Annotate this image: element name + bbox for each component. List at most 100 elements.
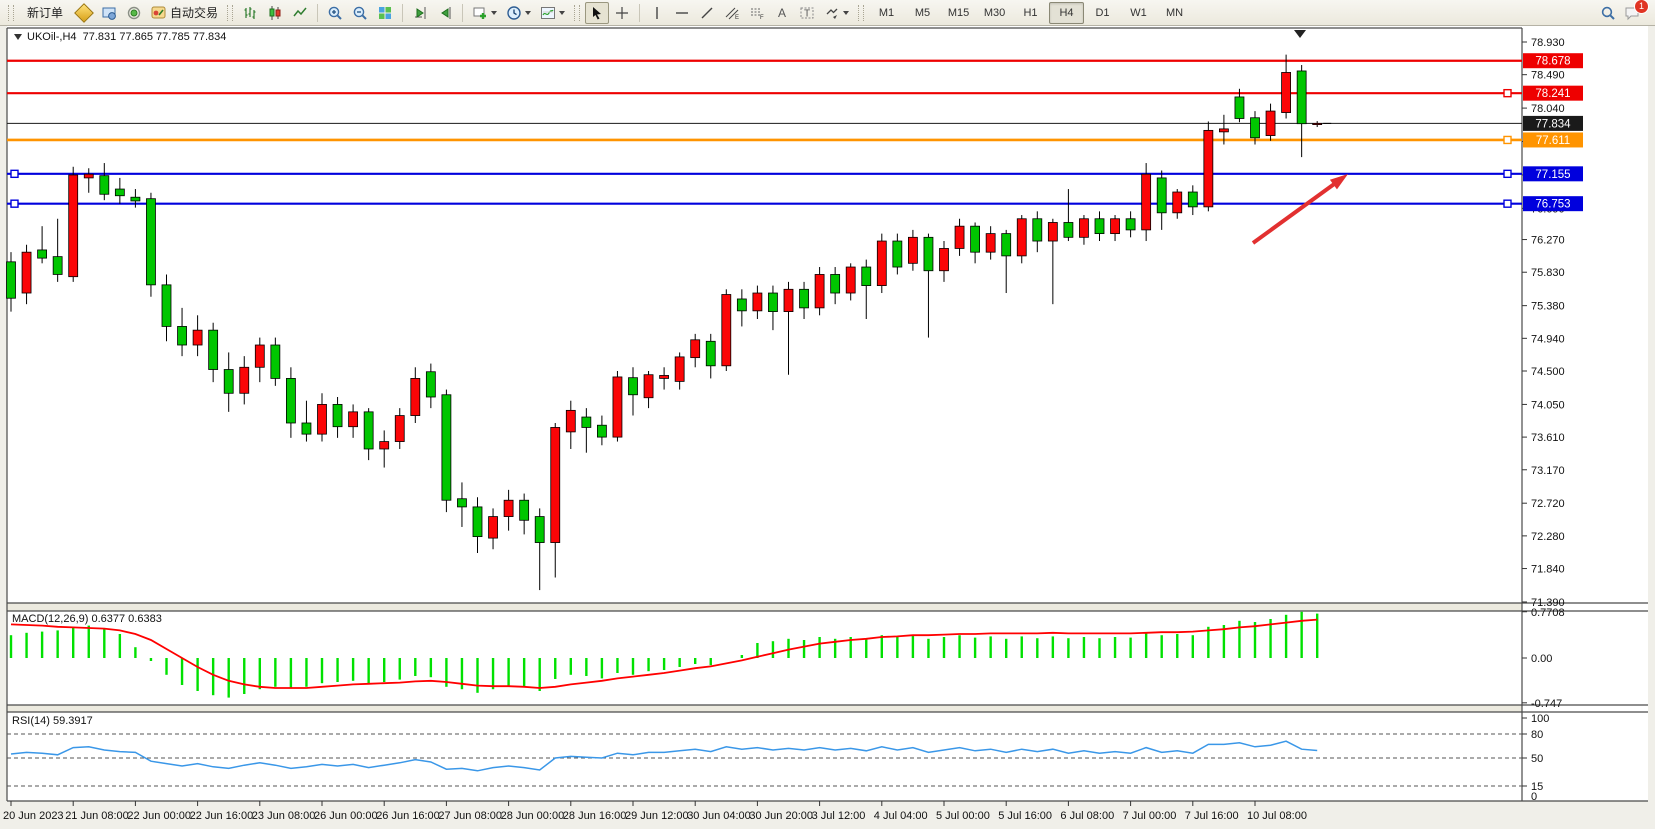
clock-icon (507, 5, 521, 20)
toolbar-separator (402, 3, 404, 22)
chart-canvas[interactable]: 78.93078.49078.04077.59077.14076.69076.2… (0, 26, 1655, 829)
timeframe-button-m1[interactable]: M1 (869, 2, 904, 24)
signals-button[interactable] (122, 2, 146, 24)
svg-text:100: 100 (1531, 713, 1549, 725)
horizontal-line-tool-button[interactable] (670, 2, 694, 24)
timeframe-label: MN (1165, 6, 1184, 19)
chart-symbol-period: UKOil-,H4 (27, 31, 77, 43)
svg-text:28 Jun 16:00: 28 Jun 16:00 (563, 810, 627, 822)
toolbar-grip[interactable] (574, 4, 581, 21)
zoom-in-button[interactable] (323, 2, 347, 24)
text-tool-button[interactable]: A (770, 2, 794, 24)
svg-text:73.610: 73.610 (1531, 432, 1565, 444)
channel-tool-button[interactable]: E (720, 2, 744, 24)
svg-text:T: T (804, 8, 810, 19)
toolbar-grip[interactable] (227, 4, 234, 21)
search-button[interactable] (1596, 2, 1620, 24)
text-label-tool-button[interactable]: T (795, 2, 819, 24)
timeframe-button-m30[interactable]: M30 (977, 2, 1012, 24)
svg-text:76.270: 76.270 (1531, 235, 1565, 247)
auto-scroll-icon (415, 6, 426, 19)
arrows-tool-button[interactable] (820, 2, 853, 24)
zoom-out-button[interactable] (348, 2, 372, 24)
new-order-button[interactable]: 新订单 (19, 2, 71, 24)
svg-text:74.500: 74.500 (1531, 366, 1565, 378)
timeframe-button-mn[interactable]: MN (1157, 2, 1192, 24)
toolbar-separator (462, 3, 464, 22)
fibonacci-tool-button[interactable]: F (745, 2, 769, 24)
svg-text:28 Jun 00:00: 28 Jun 00:00 (501, 810, 565, 822)
market-watch-button[interactable] (72, 2, 96, 24)
toolbar-grip[interactable] (8, 4, 14, 21)
text-icon: A (778, 6, 786, 20)
svg-text:78.930: 78.930 (1531, 37, 1565, 49)
fibonacci-icon: F (751, 8, 764, 21)
line-chart-button[interactable] (288, 2, 312, 24)
auto-scroll-button[interactable] (408, 2, 432, 24)
svg-text:71.390: 71.390 (1531, 597, 1565, 609)
tile-windows-button[interactable] (373, 2, 397, 24)
chart-shift-icon (441, 6, 451, 19)
main-toolbar: 新订单 自动交易 (0, 0, 1655, 26)
svg-text:23 Jun 08:00: 23 Jun 08:00 (252, 810, 316, 822)
svg-text:-0.747: -0.747 (1531, 698, 1562, 710)
periods-button[interactable] (502, 2, 535, 24)
svg-text:5 Jul 00:00: 5 Jul 00:00 (936, 810, 990, 822)
svg-text:3 Jul 12:00: 3 Jul 12:00 (812, 810, 866, 822)
chart-shift-button[interactable] (433, 2, 457, 24)
toolbar-grip[interactable] (858, 4, 865, 21)
zoom-out-icon (353, 6, 367, 20)
svg-text:75.830: 75.830 (1531, 267, 1565, 279)
svg-text:26 Jun 00:00: 26 Jun 00:00 (314, 810, 378, 822)
new-chart-button[interactable] (468, 2, 501, 24)
search-icon (1601, 6, 1615, 20)
trendline-tool-button[interactable] (695, 2, 719, 24)
notifications-button[interactable]: 1 (1620, 0, 1649, 24)
cursor-tool-button[interactable] (585, 1, 610, 24)
timeframe-button-h1[interactable]: H1 (1013, 2, 1048, 24)
navigator-icon (102, 7, 116, 20)
navigator-button[interactable] (97, 2, 121, 24)
svg-text:50: 50 (1531, 753, 1543, 765)
svg-text:77.611: 77.611 (1536, 135, 1570, 147)
equidistant-channel-icon: E (725, 7, 739, 21)
new-order-label: 新订单 (26, 6, 63, 20)
svg-text:78.490: 78.490 (1531, 70, 1565, 82)
chart-ohlc-readout: 77.831 77.865 77.785 77.834 (82, 31, 227, 43)
svg-text:78.241: 78.241 (1535, 88, 1570, 100)
candlestick-chart-icon (269, 5, 281, 20)
svg-text:27 Jun 08:00: 27 Jun 08:00 (438, 810, 502, 822)
indicators-icon (541, 6, 556, 19)
dropdown-arrow-icon (559, 10, 566, 15)
timeframe-label: M1 (878, 6, 895, 19)
svg-text:0.00: 0.00 (1531, 653, 1552, 665)
svg-text:74.050: 74.050 (1531, 399, 1565, 411)
svg-text:71.840: 71.840 (1531, 564, 1565, 576)
svg-text:22 Jun 16:00: 22 Jun 16:00 (190, 810, 254, 822)
auto-trading-button[interactable]: 自动交易 (147, 2, 222, 24)
bar-chart-button[interactable] (238, 2, 262, 24)
dropdown-arrow-icon (843, 10, 850, 15)
zoom-in-icon (328, 6, 342, 20)
toolbar-separator (317, 3, 319, 22)
timeframe-label: W1 (1130, 6, 1147, 19)
svg-text:77.155: 77.155 (1535, 169, 1570, 181)
svg-text:15: 15 (1531, 781, 1543, 793)
vertical-line-tool-button[interactable] (645, 2, 669, 24)
svg-text:22 Jun 00:00: 22 Jun 00:00 (127, 810, 191, 822)
timeframe-button-d1[interactable]: D1 (1085, 2, 1120, 24)
crosshair-tool-button[interactable] (610, 2, 634, 24)
timeframe-label: M5 (914, 6, 931, 19)
timeframe-button-h4[interactable]: H4 (1049, 1, 1085, 24)
timeframe-button-m5[interactable]: M5 (905, 2, 940, 24)
timeframe-button-m15[interactable]: M15 (941, 2, 976, 24)
svg-text:73.170: 73.170 (1531, 465, 1565, 477)
market-watch-icon (74, 2, 94, 23)
svg-text:A: A (778, 6, 786, 20)
svg-text:E: E (735, 15, 739, 21)
candlestick-chart-button[interactable] (263, 2, 287, 24)
svg-text:7 Jul 00:00: 7 Jul 00:00 (1123, 810, 1177, 822)
chart-menu-triangle-icon[interactable] (14, 34, 22, 40)
indicators-button[interactable] (536, 2, 569, 24)
timeframe-button-w1[interactable]: W1 (1121, 2, 1156, 24)
